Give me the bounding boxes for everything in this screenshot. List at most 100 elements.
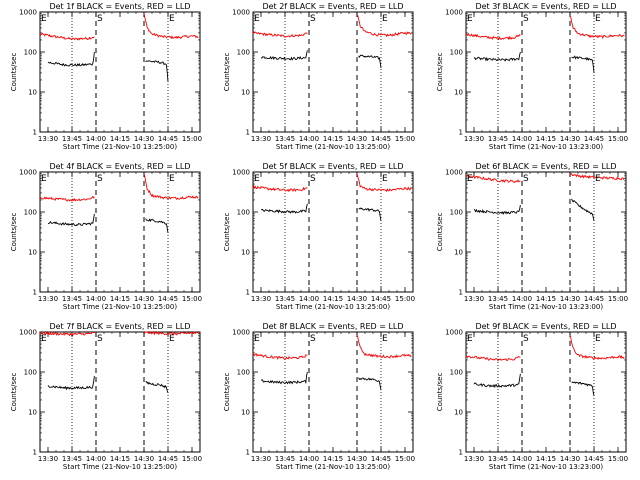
x-tick-label: 13:45 (488, 295, 508, 303)
lld-series-line (252, 353, 308, 360)
x-tick-label: 13:45 (62, 295, 82, 303)
x-tick-label: 14:00 (299, 295, 319, 303)
events-series-line (260, 203, 308, 214)
y-axis-label: Counts/sec (223, 53, 231, 92)
y-tick-label: 100 (450, 49, 463, 57)
lld-series-line (356, 173, 412, 193)
events-series-line (473, 204, 521, 215)
y-tick-label: 100 (237, 209, 250, 217)
x-tick-label: 14:45 (584, 455, 604, 463)
y-tick-label: 100 (450, 209, 463, 217)
events-series-line (47, 375, 95, 391)
event-marker-label: E (41, 14, 47, 24)
lld-series-line (569, 334, 625, 361)
event-marker-label: S (97, 334, 103, 344)
chart-panel-6: Det 6f BLACK = Events, RED = LLD 1 10 100 10… (436, 162, 628, 311)
x-tick-label: 14:30 (134, 135, 154, 143)
x-tick-label: 13:30 (464, 295, 484, 303)
event-marker-label: E (41, 174, 47, 184)
lld-series-line (465, 355, 521, 362)
event-marker-label: E (169, 174, 175, 184)
y-axis-label: Counts/sec (223, 213, 231, 252)
events-series-line (571, 381, 595, 397)
event-marker-label: E (595, 174, 601, 184)
events-series-line (260, 50, 308, 61)
y-tick-label: 1 (246, 129, 250, 137)
x-tick-label: 13:30 (38, 295, 58, 303)
x-tick-label: 14:15 (536, 135, 556, 143)
y-tick-label: 10 (28, 249, 37, 257)
events-series-line (358, 207, 382, 221)
y-tick-label: 100 (24, 369, 37, 377)
lld-series-line (356, 334, 412, 359)
y-tick-label: 10 (454, 409, 463, 417)
plot-frame (39, 331, 201, 453)
y-tick-label: 10 (241, 249, 250, 257)
chart-title: Det 5f BLACK = Events, RED = LLD (262, 162, 403, 171)
y-axis-label: Counts/sec (223, 373, 231, 412)
event-marker-label: E (467, 14, 473, 24)
lld-series-line (252, 185, 308, 193)
y-tick-label: 1000 (445, 329, 463, 337)
y-axis-label: Counts/sec (436, 53, 444, 92)
events-series-line (145, 218, 169, 233)
lld-series-line (39, 331, 95, 337)
chart-title: Det 3f BLACK = Events, RED = LLD (475, 2, 616, 11)
x-tick-label: 14:30 (560, 455, 580, 463)
x-tick-label: 13:30 (464, 455, 484, 463)
lld-series-line (143, 13, 199, 40)
event-marker-label: E (595, 334, 601, 344)
x-tick-label: 14:45 (371, 295, 391, 303)
plot-frame (465, 11, 627, 133)
x-tick-label: 14:30 (347, 135, 367, 143)
event-marker-label: E (169, 334, 175, 344)
x-tick-label: 14:45 (371, 135, 391, 143)
x-tick-label: 14:45 (371, 455, 391, 463)
x-tick-label: 14:00 (512, 135, 532, 143)
x-tick-label: 14:15 (323, 455, 343, 463)
chart-panel-4: Det 4f BLACK = Events, RED = LLD 1 10 100 10… (10, 162, 202, 311)
x-tick-label: 13:30 (38, 455, 58, 463)
x-tick-label: 14:15 (536, 455, 556, 463)
chart-panel-9: Det 9f BLACK = Events, RED = LLD 1 10 100 10… (436, 322, 628, 471)
chart-title: Det 7f BLACK = Events, RED = LLD (49, 322, 190, 331)
event-marker-label: E (254, 334, 260, 344)
y-tick-label: 1000 (232, 169, 250, 177)
event-marker-label: S (523, 14, 529, 24)
y-tick-label: 100 (24, 209, 37, 217)
x-tick-label: 14:15 (323, 135, 343, 143)
lld-series-line (143, 173, 199, 201)
x-tick-label: 14:45 (158, 135, 178, 143)
event-marker-label: S (310, 14, 316, 24)
events-series-line (145, 380, 169, 394)
x-tick-label: 13:45 (62, 135, 82, 143)
plot-frame (465, 171, 627, 293)
event-marker-label: E (382, 334, 388, 344)
events-series-line (47, 213, 95, 227)
events-series-line (571, 55, 595, 73)
y-tick-label: 100 (24, 49, 37, 57)
event-marker-label: S (523, 334, 529, 344)
x-tick-label: 14:30 (560, 295, 580, 303)
x-tick-label: 15:00 (395, 135, 415, 143)
y-tick-label: 1 (246, 449, 250, 457)
y-tick-label: 1 (33, 449, 37, 457)
event-marker-label: S (97, 174, 103, 184)
x-tick-label: 13:45 (488, 455, 508, 463)
event-marker-label: E (254, 14, 260, 24)
y-tick-label: 10 (241, 409, 250, 417)
y-axis-label: Counts/sec (436, 213, 444, 252)
x-tick-label: 13:30 (464, 135, 484, 143)
x-tick-label: 14:00 (299, 455, 319, 463)
x-tick-label: 15:00 (182, 455, 202, 463)
x-axis-label: Start Time (21-Nov-10 13:25:00) (276, 303, 390, 311)
x-tick-label: 14:30 (347, 455, 367, 463)
y-tick-label: 10 (454, 89, 463, 97)
plot-frame (39, 11, 201, 133)
y-axis-label: Counts/sec (436, 373, 444, 412)
y-tick-label: 1 (33, 289, 37, 297)
x-tick-label: 13:45 (488, 135, 508, 143)
chart-panel-7: Det 7f BLACK = Events, RED = LLD 1 10 100 10… (10, 322, 202, 471)
chart-title: Det 9f BLACK = Events, RED = LLD (475, 322, 616, 331)
